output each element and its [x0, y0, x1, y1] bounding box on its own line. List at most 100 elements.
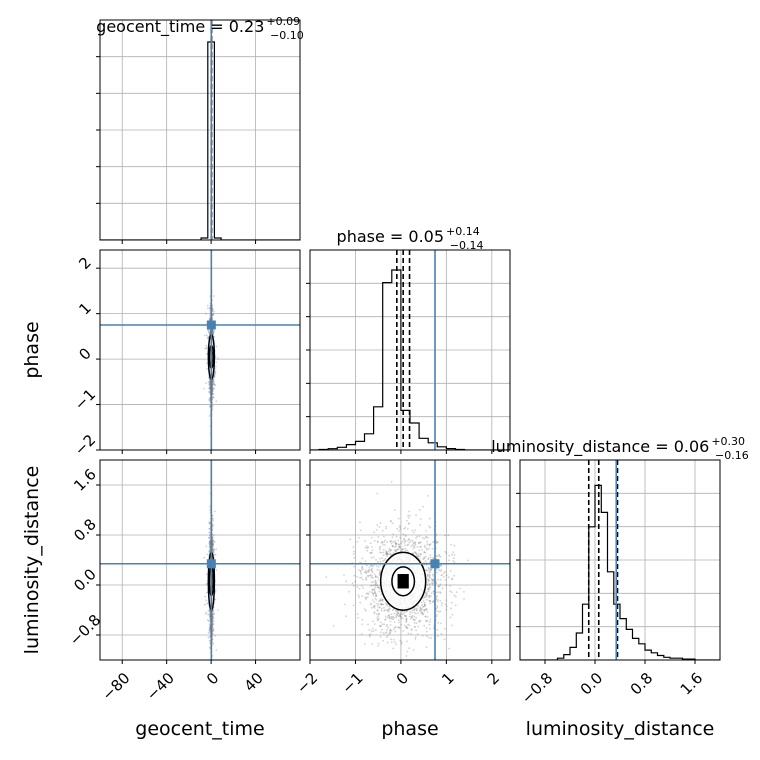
sample-point: [440, 569, 443, 571]
sample-point: [375, 584, 377, 587]
sample-point: [431, 578, 433, 581]
sample-point: [379, 599, 382, 602]
sample-point: [212, 549, 215, 552]
sample-point: [426, 573, 429, 576]
sample-point: [425, 592, 427, 595]
sample-point: [405, 618, 408, 620]
sample-point: [392, 533, 395, 536]
sample-point: [373, 601, 375, 603]
sample-point: [439, 599, 442, 602]
sample-point: [428, 594, 431, 597]
sample-point: [371, 576, 374, 579]
sample-point: [212, 549, 214, 552]
sample-point: [212, 543, 214, 545]
sample-point: [384, 553, 387, 556]
sample-point: [425, 536, 428, 539]
sample-point: [359, 521, 361, 524]
sample-point: [212, 383, 214, 386]
sample-point: [439, 592, 442, 594]
sample-point: [368, 634, 371, 636]
sample-point: [383, 535, 385, 538]
sample-point: [385, 551, 388, 553]
sample-point: [373, 611, 376, 614]
sample-point: [365, 569, 367, 572]
sample-point: [211, 613, 214, 616]
sample-point: [408, 522, 410, 525]
sample-point: [386, 625, 388, 627]
sample-point: [378, 574, 381, 576]
sample-point: [429, 600, 432, 603]
sample-point: [432, 600, 435, 602]
sample-point: [211, 517, 214, 520]
sample-point: [209, 619, 211, 622]
sample-point: [343, 603, 346, 606]
sample-point: [381, 600, 384, 602]
sample-point: [425, 598, 428, 601]
sample-point: [370, 556, 373, 559]
sample-point: [391, 609, 394, 612]
sample-point: [411, 539, 414, 542]
sample-point: [380, 603, 382, 605]
sample-point: [371, 643, 374, 645]
sample-point: [396, 548, 399, 551]
truth-luminosity-distance-vs-geocent-time: [100, 460, 300, 660]
sample-point: [426, 592, 429, 595]
sample-point: [435, 596, 438, 599]
sample-point: [444, 571, 447, 573]
sample-point: [429, 586, 432, 589]
sample-point: [418, 542, 420, 544]
sample-point: [436, 541, 439, 544]
sample-point: [369, 574, 372, 576]
sample-point: [205, 382, 207, 384]
sample-point: [428, 596, 430, 599]
sample-point: [361, 623, 363, 626]
sample-point: [388, 615, 391, 618]
sample-point: [211, 541, 214, 544]
sample-point: [374, 575, 377, 577]
sample-point: [396, 610, 399, 613]
sample-point: [420, 612, 423, 615]
sample-point: [448, 554, 451, 557]
sample-point: [429, 556, 432, 559]
sample-point: [432, 582, 434, 585]
sample-point: [366, 549, 369, 552]
sample-point: [428, 583, 431, 586]
sample-point: [392, 647, 395, 650]
sample-point: [209, 542, 211, 544]
sample-point: [393, 626, 396, 629]
sample-point: [399, 528, 402, 531]
sample-point: [427, 536, 429, 539]
sample-point: [374, 592, 376, 595]
sample-point: [211, 549, 214, 551]
sample-point: [215, 345, 218, 348]
sample-point: [423, 624, 426, 627]
sample-point: [368, 628, 371, 631]
sample-point: [212, 313, 215, 316]
sample-point: [417, 625, 419, 628]
sample-point: [211, 540, 214, 542]
sample-point: [400, 618, 403, 620]
sample-point: [214, 553, 217, 556]
sample-point: [373, 531, 375, 534]
sample-point: [431, 601, 434, 604]
sample-point: [437, 591, 440, 594]
sample-point: [447, 576, 450, 579]
sample-point: [398, 545, 401, 548]
sample-point: [206, 573, 208, 575]
sample-point: [407, 632, 410, 635]
sample-point: [424, 604, 426, 607]
tick-label-y-phase: 0: [75, 344, 94, 363]
sample-point: [366, 596, 369, 598]
sample-point: [407, 517, 410, 519]
sample-point: [423, 610, 426, 612]
truth-marker: [206, 559, 216, 569]
sample-point: [421, 608, 423, 611]
sample-point: [211, 615, 214, 617]
sample-point: [436, 595, 438, 598]
sample-point: [380, 609, 383, 612]
sample-point: [373, 607, 376, 609]
sample-point: [386, 552, 388, 554]
sample-point: [395, 542, 397, 545]
sample-point: [408, 624, 411, 627]
sample-point: [381, 541, 383, 543]
